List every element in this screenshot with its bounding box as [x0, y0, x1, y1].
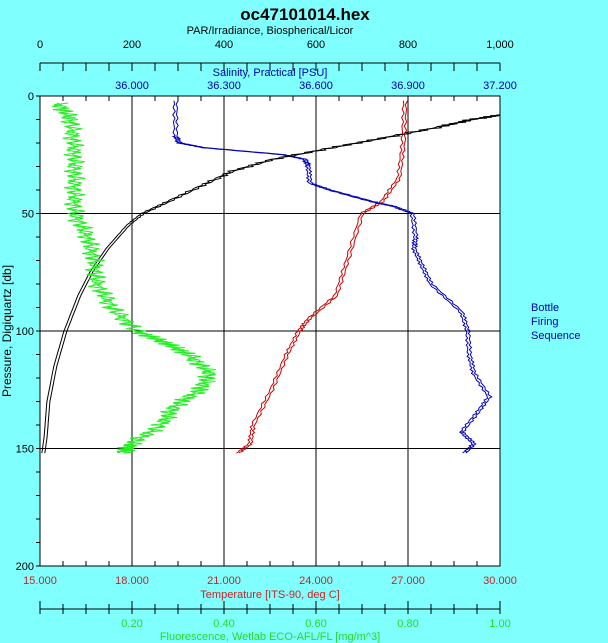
salinity-axis-label: Salinity, Practical [PSU] [213, 67, 328, 79]
y-tick-label: 150 [16, 444, 34, 456]
temperature-tick-label: 15.000 [23, 575, 57, 587]
temperature-tick-label: 21.000 [207, 575, 241, 587]
series-layer [41, 100, 501, 454]
y-tick-label: 50 [22, 209, 34, 221]
legend-line-1: Bottle [531, 302, 559, 314]
series-line-salinity-upcast [175, 100, 493, 454]
fluorescence-tick-label: 1.00 [489, 618, 510, 630]
salinity-tick-label: 36.600 [299, 80, 333, 92]
temperature-tick-label: 30.000 [483, 575, 517, 587]
salinity-tick-label: 36.300 [207, 80, 241, 92]
legend-line-2: Firing [531, 316, 559, 328]
series-line-fluorescence-upcast [53, 102, 216, 454]
fluorescence-tick-label: 0.60 [305, 618, 326, 630]
par-tick-label: 0 [37, 39, 43, 51]
y-tick-label: 0 [28, 91, 34, 103]
series-line-temperature-downcast [236, 100, 405, 454]
par-tick-label: 200 [123, 39, 141, 51]
fluorescence-tick-label: 0.40 [213, 618, 234, 630]
chart-title: oc47101014.hex [240, 5, 370, 24]
series-line-par-irradiance-downcast [41, 114, 501, 454]
par-tick-label: 1,000 [486, 39, 514, 51]
par-tick-label: 400 [215, 39, 233, 51]
temperature-tick-label: 18.000 [115, 575, 149, 587]
y-tick-label: 100 [16, 326, 34, 338]
salinity-tick-label: 36.000 [115, 80, 149, 92]
temperature-tick-label: 27.000 [391, 575, 425, 587]
series-line-fluorescence-downcast [52, 102, 217, 454]
temperature-tick-label: 24.000 [299, 575, 333, 587]
par-axis-label: PAR/Irradiance, Biospherical/Licor [187, 25, 354, 37]
fluorescence-axis-label: Fluorescence, Wetlab ECO-AFL/FL [mg/m^3] [160, 631, 380, 643]
fluorescence-tick-label: 0.80 [397, 618, 418, 630]
salinity-tick-label: 37.200 [483, 80, 517, 92]
temperature-axis-label: Temperature [ITS-90, deg C] [200, 589, 339, 601]
fluorescence-tick-label: 0.20 [121, 618, 142, 630]
legend-line-3: Sequence [531, 330, 581, 342]
axes: 0 50 100 150 200 0 200 400 600 800 1,000 36.000 36.3… [16, 39, 517, 630]
y-axis-label: Pressure, Digiquartz [db] [0, 265, 14, 397]
grid [40, 96, 500, 566]
salinity-tick-label: 36.900 [391, 80, 425, 92]
y-tick-label: 200 [16, 561, 34, 573]
series-line-par-irradiance-upcast [44, 114, 501, 454]
par-tick-label: 800 [399, 39, 417, 51]
par-tick-label: 600 [307, 39, 325, 51]
series-line-temperature-upcast [238, 100, 409, 454]
